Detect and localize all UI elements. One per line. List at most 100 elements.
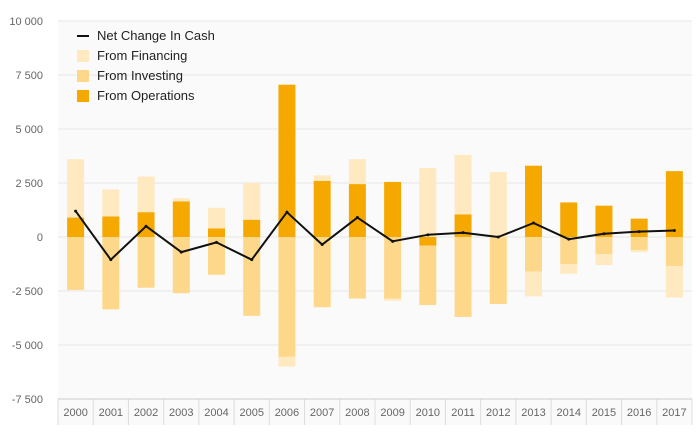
- x-tick-label: 2015: [592, 407, 616, 419]
- x-tick-label: 2000: [63, 407, 87, 419]
- x-tick-label: 2006: [275, 407, 299, 419]
- bar-from-investing-2017: [665, 237, 683, 267]
- bar-from-operations-2009: [384, 181, 402, 237]
- bar-from-financing-2000: [67, 159, 85, 218]
- bar-from-investing-2010: [419, 245, 437, 306]
- y-axis: -7 500 -5 000 -2 500 0 2 500 5 000 7 500 10 000: [9, 16, 43, 406]
- bar-from-investing-2004: [208, 237, 225, 275]
- bar-from-financing-2006: [278, 356, 296, 367]
- x-tick-label: 2017: [662, 407, 686, 419]
- net-change-point-2013: [532, 221, 535, 225]
- x-tick-label: 2013: [521, 407, 545, 419]
- bar-from-financing-2002: [137, 176, 155, 213]
- bar-from-operations-2016: [630, 218, 648, 237]
- bar-from-operations-2008: [348, 184, 366, 237]
- net-change-point-2015: [602, 232, 606, 236]
- x-tick-label: 2014: [556, 407, 580, 419]
- x-tick-label: 2003: [169, 407, 193, 419]
- legend-swatch: [77, 70, 89, 82]
- bar-from-financing-2004: [208, 207, 225, 229]
- bar-from-financing-2013: [525, 271, 542, 297]
- bar-from-investing-2001: [102, 237, 120, 310]
- x-tick-label: 2002: [134, 407, 158, 419]
- y-tick-label: -2 500: [12, 286, 43, 298]
- bar-from-operations-2001: [102, 216, 120, 237]
- grid-lines: [58, 20, 692, 425]
- bar-from-financing-2005: [243, 183, 261, 220]
- net-change-polyline: [74, 210, 675, 261]
- x-tick-label: 2008: [345, 407, 369, 419]
- legend-swatch: [77, 90, 89, 102]
- net-change-point-2012: [496, 235, 500, 239]
- x-tick-label: 2005: [239, 407, 263, 419]
- legend-label: Net Change In Cash: [97, 28, 215, 43]
- bar-from-financing-2016: [630, 249, 648, 253]
- net-change-point-2016: [637, 230, 641, 234]
- bar-from-financing-2012: [489, 172, 507, 237]
- y-tick-label: -5 000: [12, 340, 43, 352]
- x-tick-label: 2004: [204, 407, 228, 419]
- bar-from-financing-2011: [454, 154, 472, 215]
- y-tick-label: 5 000: [15, 124, 43, 136]
- bar-from-financing-2008: [348, 159, 366, 185]
- bar-from-operations-2011: [454, 214, 472, 237]
- bar-from-financing-2014: [560, 264, 578, 274]
- net-change-point-2001: [109, 258, 113, 262]
- bar-from-operations-2010: [419, 237, 437, 246]
- bars: [67, 84, 683, 367]
- net-change-point-2007: [320, 243, 324, 247]
- bar-from-investing-2005: [243, 237, 261, 316]
- y-tick-label: 0: [37, 232, 43, 244]
- x-tick-label: 2009: [380, 407, 404, 419]
- bar-from-financing-2015: [595, 254, 613, 266]
- bar-from-operations-2014: [560, 202, 578, 237]
- bar-from-financing-2009: [384, 298, 402, 301]
- legend-swatch: [77, 50, 89, 62]
- net-change-point-2000: [74, 209, 78, 213]
- bar-from-operations-2017: [665, 171, 683, 237]
- net-change-point-2004: [215, 240, 218, 244]
- x-tick-label: 2016: [627, 407, 651, 419]
- bar-from-investing-2016: [630, 237, 648, 250]
- legend-label: From Operations: [97, 88, 195, 103]
- x-tick-label: 2012: [486, 407, 510, 419]
- bar-from-operations-2013: [525, 165, 542, 237]
- net-change-point-2002: [144, 224, 148, 228]
- y-tick-label: 2 500: [15, 178, 43, 190]
- bar-from-operations-2004: [208, 228, 225, 237]
- net-change-point-2014: [567, 237, 571, 241]
- bar-from-investing-2000: [67, 237, 85, 290]
- net-change-point-2017: [672, 229, 676, 233]
- net-change-point-2008: [355, 216, 359, 220]
- bar-from-investing-2008: [348, 237, 366, 299]
- bar-from-financing-2003: [172, 198, 190, 202]
- bar-from-investing-2012: [489, 237, 507, 304]
- bar-from-financing-2007: [313, 175, 331, 181]
- net-change-point-2003: [179, 250, 183, 254]
- bar-from-operations-2003: [172, 201, 190, 237]
- x-axis: 2000 2001 2002 2003 2004 2005 2006 2007 2008 2009…: [57, 398, 693, 425]
- net-change-point-2009: [391, 239, 395, 243]
- bar-from-investing-2009: [384, 237, 402, 299]
- bar-from-investing-2015: [595, 237, 613, 255]
- bar-from-financing-2001: [102, 189, 120, 217]
- bar-from-investing-2007: [313, 237, 331, 308]
- legend-label: From Financing: [97, 48, 187, 63]
- bar-from-operations-2006: [278, 84, 296, 237]
- net-change-point-2010: [426, 233, 430, 237]
- legend: Net Change In Cash From Financing From Inv…: [77, 28, 215, 103]
- bar-from-operations-2000: [67, 217, 85, 237]
- x-tick-label: 2010: [416, 407, 440, 419]
- bar-from-investing-2002: [137, 237, 155, 288]
- plot-background: [58, 21, 692, 425]
- bar-from-financing-2010: [419, 167, 437, 237]
- x-tick-label: 2001: [99, 407, 123, 419]
- bar-from-operations-2007: [313, 180, 331, 237]
- bar-from-investing-2013: [525, 237, 542, 272]
- bar-from-operations-2002: [137, 212, 155, 237]
- bar-from-financing-2017: [665, 266, 683, 298]
- net-change-line: [74, 209, 676, 262]
- y-tick-label: -7 500: [12, 394, 43, 406]
- bar-from-operations-2005: [243, 219, 261, 237]
